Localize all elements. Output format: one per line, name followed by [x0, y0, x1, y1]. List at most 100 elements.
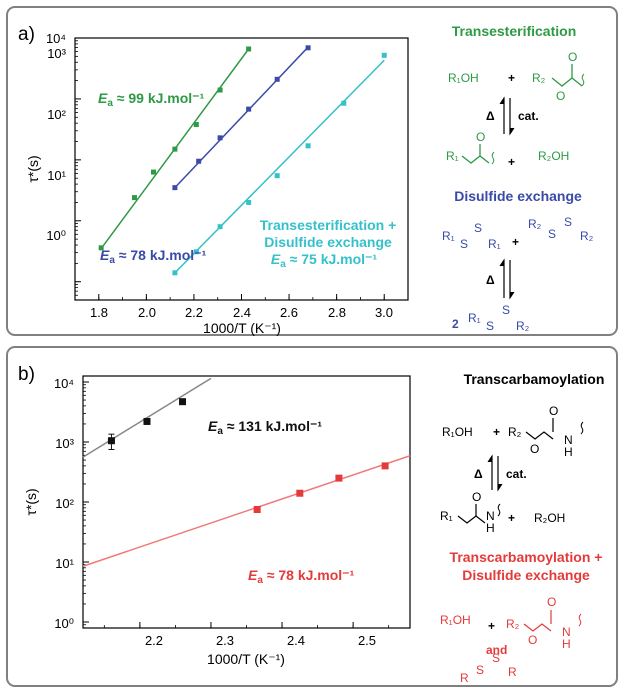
y-axis-label: τ*(s)	[23, 488, 39, 515]
oxygen-label: O	[547, 595, 556, 609]
data-point	[341, 100, 347, 106]
annotation-ea-red: Ea ≈ 78 kJ.mol⁻¹	[248, 567, 355, 586]
wavy-bond	[580, 421, 584, 435]
data-point	[193, 249, 199, 255]
plot-a-ticks	[74, 37, 409, 300]
ytick-label: 10³	[55, 436, 74, 451]
data-point	[246, 106, 252, 112]
data-point	[150, 169, 156, 175]
plus-sign: +	[508, 155, 515, 169]
data-point	[172, 146, 178, 152]
scheme-title: Transesterification	[452, 23, 577, 39]
panel-b-svg: b) 10⁰ 10¹ 10² 10³ 10⁴ 2.2 2.3 2.4 2.5 1…	[18, 364, 604, 685]
plus-sign: +	[508, 71, 515, 85]
catalyst-label: cat.	[506, 467, 527, 481]
fit-line	[82, 377, 212, 458]
xtick-label: 2.6	[280, 305, 298, 320]
ytick-label: 10³	[47, 46, 66, 61]
plus-sign: +	[488, 619, 495, 633]
sulfur-label: S	[502, 303, 510, 317]
sulfur-label: S	[564, 215, 572, 229]
arrow-head	[509, 291, 515, 300]
r2oh-label: R₂OH	[534, 511, 565, 525]
ester-bond	[551, 77, 583, 87]
ytick-label: 10²	[55, 496, 74, 511]
annotation-cyan-line1: Transesterification +	[260, 217, 397, 233]
arrow-head	[499, 96, 505, 105]
panel-a: a) 10⁰ 10¹ 10² 10³ 10⁴ 1.8 2.0 2.2 2.4 2…	[6, 6, 618, 336]
data-point	[179, 398, 187, 406]
ytick-label: 10⁰	[54, 616, 74, 631]
r2-label: R₂	[532, 71, 546, 85]
wavy-bond	[581, 73, 585, 87]
r2-label: R₂	[528, 217, 542, 231]
oxygen-label: O	[476, 130, 485, 144]
panel-b-letter: b)	[18, 364, 35, 385]
data-point	[172, 270, 178, 276]
sulfur-label: S	[476, 663, 484, 677]
catalyst-label: cat.	[518, 109, 539, 123]
xtick-label: 2.4	[287, 633, 305, 648]
data-point	[305, 143, 311, 149]
y-axis-label: τ*(s)	[25, 155, 41, 182]
xtick-label: 2.4	[233, 305, 251, 320]
data-point	[274, 173, 280, 179]
data-point	[246, 199, 252, 205]
oxygen-label: O	[556, 89, 565, 103]
oxygen-label: O	[530, 442, 539, 456]
plot-a-series	[98, 45, 387, 276]
ytick-label: 10⁴	[46, 31, 66, 46]
data-point	[193, 122, 199, 128]
arrow-head	[509, 127, 515, 136]
scheme-title: Disulfide exchange	[454, 188, 582, 204]
hydrogen-label: H	[562, 637, 571, 651]
xtick-label: 2.5	[358, 633, 376, 648]
data-point	[143, 417, 151, 425]
scheme-title: Transcarbamoylation +	[450, 549, 603, 565]
data-point	[217, 87, 223, 93]
ytick-label: 10¹	[55, 556, 74, 571]
data-point	[98, 245, 104, 251]
r1oh-label: R₁OH	[440, 613, 471, 627]
carbamate-bond	[525, 431, 554, 440]
annotation-cyan-line2: Disulfide exchange	[264, 234, 392, 250]
data-point	[274, 76, 280, 82]
r2-label: R₂	[580, 229, 594, 243]
scheme-transcarbamoylation-disulfide: Transcarbamoylation + Disulfide exchange…	[440, 549, 602, 685]
fit-line	[174, 59, 385, 274]
r1oh-label: R₁OH	[442, 425, 473, 439]
r1-label: R₁	[488, 237, 501, 251]
x-axis-label: 1000/T (K⁻¹)	[207, 651, 285, 667]
nitrogen-label: N	[562, 625, 571, 639]
hydrogen-label: H	[486, 521, 495, 535]
r-label: R	[508, 665, 517, 679]
xtick-label: 2.8	[328, 305, 346, 320]
delta-label: Δ	[474, 467, 483, 481]
plus-sign: +	[508, 511, 515, 525]
wavy-bond	[497, 503, 501, 517]
oxygen-label: O	[472, 490, 481, 504]
wavy-bond	[578, 613, 582, 627]
oxygen-label: O	[528, 633, 537, 647]
data-point	[335, 474, 343, 482]
ytick-label: 10⁰	[46, 228, 66, 243]
xtick-label: 2.2	[145, 633, 163, 648]
ester-bond	[461, 155, 490, 164]
r2-label: R₂	[506, 617, 520, 631]
data-point	[217, 224, 223, 230]
data-point	[196, 158, 202, 164]
scheme-transesterification: Transesterification R₁OH + R₂ O O Δ cat.…	[446, 23, 585, 169]
r2-label: R₂	[508, 425, 522, 439]
arrow-head	[499, 258, 505, 267]
nitrogen-label: N	[486, 509, 495, 523]
ytick-label: 10⁴	[54, 376, 74, 391]
data-point	[253, 505, 261, 513]
arrow-head	[487, 454, 493, 463]
sulfur-label: S	[486, 319, 494, 333]
plus-sign: +	[493, 425, 500, 439]
r-label: R	[460, 671, 469, 685]
data-point	[246, 46, 252, 52]
x-axis-label: 1000/T (K⁻¹)	[203, 320, 281, 336]
xtick-label: 2.3	[216, 633, 234, 648]
ytick-label: 10²	[47, 107, 66, 122]
